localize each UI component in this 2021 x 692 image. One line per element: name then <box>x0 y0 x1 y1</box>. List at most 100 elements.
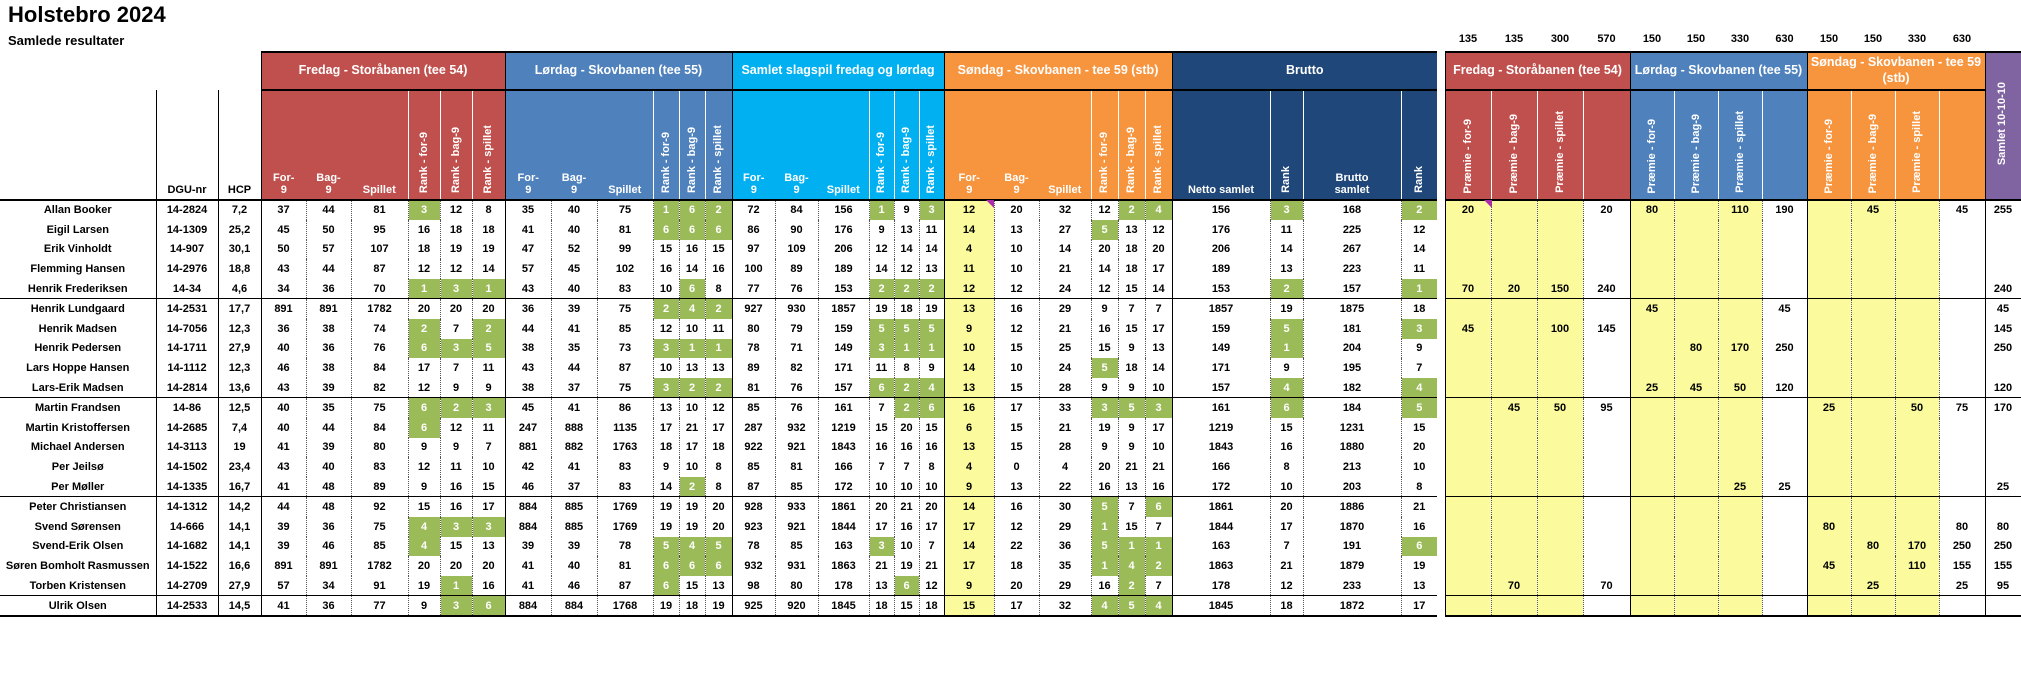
cell-player-name[interactable]: Michael Andersen <box>30 441 125 454</box>
cell-samlet-value[interactable]: 100 <box>731 259 775 280</box>
cell-premie_fredag-i-alt[interactable] <box>1582 239 1630 260</box>
cell-premie_lordag-i-alt[interactable] <box>1761 259 1807 280</box>
cell-premie_fredag-amount[interactable] <box>1490 457 1537 478</box>
cell-samlet-value[interactable]: 90 <box>774 219 818 240</box>
cell-samlet-value[interactable]: 176 <box>817 219 869 240</box>
cell-lordag-value[interactable]: 45 <box>550 259 597 280</box>
cell-premie_lordag-i-alt[interactable]: 45 <box>1761 298 1807 319</box>
cell-samlet-value[interactable]: 922 <box>731 437 775 458</box>
cell-player-name[interactable]: Per Møller <box>0 477 156 498</box>
cell-fredag-rank[interactable]: 16 <box>407 219 440 240</box>
cell-lordag-rank[interactable]: 13 <box>704 576 732 597</box>
cell-lordag-value[interactable]: 44 <box>550 358 597 379</box>
cell-samlet-10-10-10[interactable]: 155 <box>1984 556 2021 577</box>
cell-premie_sondag-amount[interactable]: 25 <box>1850 576 1895 597</box>
cell-sondag-value[interactable]: 29 <box>1038 298 1091 319</box>
cell-samlet-value[interactable]: 87 <box>731 477 775 498</box>
cell-sondag-rank[interactable]: 19 <box>1090 417 1118 438</box>
cell-premie_sondag-i-alt[interactable]: 250 <box>1938 536 1985 557</box>
cell-samlet-rank[interactable]: 13 <box>918 259 944 280</box>
cell-premie_sondag-amount[interactable] <box>1806 536 1851 557</box>
cell-sondag-value[interactable]: 24 <box>1038 279 1091 300</box>
cell-lordag-value[interactable]: 42 <box>504 457 551 478</box>
cell-fredag-rank[interactable]: 12 <box>407 457 440 478</box>
cell-player-name[interactable]: Lars-Erik Madsen <box>0 378 156 399</box>
cell-netto-rank[interactable]: 17 <box>1269 516 1303 537</box>
cell-lordag-value[interactable]: 40 <box>550 200 597 220</box>
cell-fredag-rank[interactable]: 3 <box>471 516 505 537</box>
cell-samlet-10-10-10[interactable] <box>1984 239 2021 260</box>
cell-netto-samlet[interactable]: 163 <box>1171 536 1270 557</box>
cell-lordag-rank[interactable]: 19 <box>652 516 679 537</box>
cell-premie_fredag-amount[interactable]: 20 <box>1490 279 1537 300</box>
cell-hcp[interactable]: 25,2 <box>217 219 261 240</box>
cell-netto-rank[interactable]: 9 <box>1269 358 1303 379</box>
cell-fredag-rank[interactable]: 11 <box>471 417 505 438</box>
cell-samlet-value[interactable]: 920 <box>774 595 818 617</box>
cell-premie_fredag-amount[interactable]: 50 <box>1536 397 1583 418</box>
cell-netto-samlet[interactable]: 172 <box>1171 477 1270 498</box>
cell-fredag-rank[interactable]: 6 <box>471 595 505 617</box>
cell-premie_sondag-i-alt[interactable]: 80 <box>1938 516 1985 537</box>
cell-lordag-value[interactable]: 247 <box>504 417 551 438</box>
cell-lordag-rank[interactable]: 2 <box>652 298 679 319</box>
cell-lordag-value[interactable]: 882 <box>550 437 597 458</box>
cell-premie_lordag-amount[interactable] <box>1717 536 1762 557</box>
cell-premie_lordag-amount[interactable] <box>1717 457 1762 478</box>
cell-samlet-rank[interactable]: 1 <box>893 338 919 359</box>
cell-samlet-rank[interactable]: 21 <box>918 556 944 577</box>
cell-premie_fredag-i-alt[interactable] <box>1582 595 1630 617</box>
cell-premie_sondag-i-alt[interactable] <box>1938 239 1985 260</box>
cell-premie_lordag-amount[interactable] <box>1629 457 1674 478</box>
cell-sondag-rank[interactable]: 9 <box>1090 378 1118 399</box>
cell-player-name[interactable]: Henrik Madsen <box>38 322 117 335</box>
cell-sondag-rank[interactable]: 7 <box>1144 576 1172 597</box>
cell-premie_fredag-amount[interactable] <box>1536 200 1583 220</box>
cell-premie_lordag-amount[interactable] <box>1673 457 1718 478</box>
cell-fredag-rank[interactable]: 1 <box>407 279 440 300</box>
cell-sondag-rank[interactable]: 21 <box>1117 457 1145 478</box>
cell-premie_sondag-amount[interactable] <box>1806 358 1851 379</box>
cell-premie_sondag-amount[interactable] <box>1806 496 1851 517</box>
cell-brutto-rank[interactable]: 17 <box>1400 595 1437 617</box>
cell-sondag-value[interactable]: 4 <box>943 457 994 478</box>
cell-premie_fredag-amount[interactable]: 100 <box>1536 318 1583 339</box>
cell-lordag-rank[interactable]: 13 <box>678 358 705 379</box>
cell-lordag-value[interactable]: 39 <box>550 536 597 557</box>
cell-premie_fredag-amount[interactable] <box>1490 536 1537 557</box>
cell-fredag-value[interactable]: 40 <box>260 397 306 418</box>
cell-player-name[interactable]: Henrik Frederiksen <box>0 279 156 300</box>
cell-lordag-value[interactable]: 885 <box>550 496 597 517</box>
cell-premie_lordag-amount[interactable] <box>1673 496 1718 517</box>
cell-sondag-value[interactable]: 20 <box>993 200 1039 220</box>
cell-lordag-rank[interactable]: 21 <box>678 417 705 438</box>
cell-brutto-rank[interactable]: 4 <box>1400 378 1437 399</box>
cell-dgu-nr[interactable]: 14-1335 <box>155 477 218 498</box>
cell-lordag-rank[interactable]: 16 <box>652 259 679 280</box>
cell-player-name[interactable]: Lars Hoppe Hansen <box>26 362 130 375</box>
cell-premie_fredag-amount[interactable] <box>1444 239 1491 260</box>
cell-fredag-rank[interactable]: 9 <box>407 595 440 617</box>
cell-brutto-rank[interactable]: 6 <box>1400 536 1437 557</box>
cell-premie_sondag-amount[interactable] <box>1850 219 1895 240</box>
cell-netto-rank[interactable]: 3 <box>1269 200 1303 220</box>
cell-brutto-rank[interactable]: 14 <box>1400 239 1437 260</box>
cell-sondag-rank[interactable]: 18 <box>1117 239 1145 260</box>
cell-netto-rank[interactable]: 15 <box>1269 417 1303 438</box>
cell-sondag-value[interactable]: 10 <box>943 338 994 359</box>
cell-lordag-rank[interactable]: 13 <box>652 397 679 418</box>
cell-premie_fredag-amount[interactable] <box>1536 358 1583 379</box>
cell-sondag-rank[interactable]: 9 <box>1117 417 1145 438</box>
cell-brutto-samlet[interactable]: 191 <box>1302 536 1401 557</box>
cell-sondag-value[interactable]: 4 <box>943 239 994 260</box>
cell-samlet-rank[interactable]: 14 <box>893 239 919 260</box>
cell-lordag-value[interactable]: 881 <box>504 437 551 458</box>
cell-samlet-value[interactable]: 76 <box>774 378 818 399</box>
cell-premie_fredag-amount[interactable] <box>1536 477 1583 498</box>
cell-sondag-value[interactable]: 10 <box>993 358 1039 379</box>
cell-premie_fredag-amount[interactable]: 70 <box>1444 279 1491 300</box>
cell-brutto-samlet[interactable]: 195 <box>1302 358 1401 379</box>
cell-premie_fredag-i-alt[interactable]: 240 <box>1582 279 1630 300</box>
cell-sondag-value[interactable]: 32 <box>1038 595 1091 617</box>
cell-sondag-value[interactable]: 17 <box>943 516 994 537</box>
